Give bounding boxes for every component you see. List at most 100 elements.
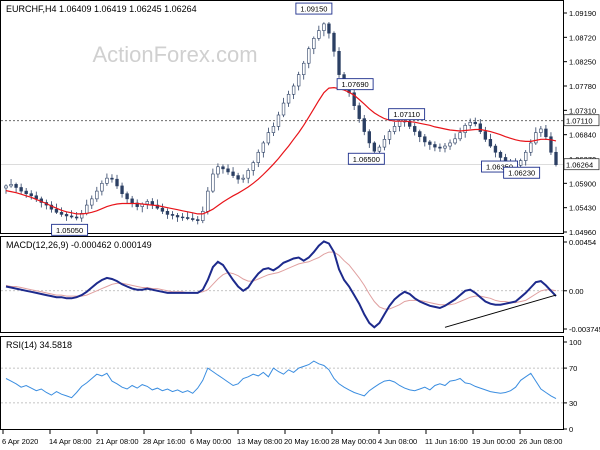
candle-body: [115, 178, 119, 187]
candle-body: [29, 193, 33, 197]
candle-body: [286, 93, 291, 104]
time-x-axis: 6 Apr 2020 14 Apr 08:00 21 Apr 08:00 28 Apr…: [2, 430, 562, 446]
candle-body: [377, 146, 382, 152]
candlestick-series: [4, 21, 558, 225]
x-tick-label: 4 Jun 08:00: [378, 437, 417, 446]
candle-body: [281, 102, 286, 116]
last-price-label: 1.06264: [566, 161, 593, 170]
moving-average-series: [5, 86, 557, 215]
candle-body: [125, 193, 129, 200]
price-y-tick-label: 1.05430: [569, 204, 596, 213]
candle-body: [296, 74, 301, 87]
candle-body: [231, 171, 235, 176]
price-y-tick-label: 1.08250: [569, 58, 596, 67]
price-level-label: 1.06350: [486, 163, 513, 172]
price-level-label: 1.07690: [342, 80, 369, 89]
x-tick-label: 6 Apr 2020: [2, 437, 38, 446]
candle-body: [357, 105, 361, 119]
candle-body: [105, 177, 109, 184]
candle-body: [206, 190, 210, 212]
macd-signal-line: [5, 251, 557, 310]
candle-body: [448, 142, 452, 147]
price-y-tick-label: 1.08720: [569, 33, 596, 42]
candle-body: [332, 32, 336, 52]
candle-body: [69, 215, 74, 218]
price-level-label: 1.06230: [508, 169, 535, 178]
macd-main-line: [5, 240, 557, 329]
candle-body: [59, 212, 64, 215]
candle-body: [468, 121, 472, 126]
candle-body: [473, 121, 477, 125]
rsi-y-tick-label: 70: [569, 364, 577, 373]
x-tick-label: 6 May 00:00: [190, 437, 231, 446]
candle-body: [428, 141, 432, 145]
candle-body: [261, 142, 266, 153]
watermark: ActionForex.com: [92, 42, 257, 67]
price-level-box: [388, 108, 426, 121]
candle-body: [110, 177, 114, 180]
price-level-box: [336, 78, 374, 91]
candle-body: [54, 208, 59, 213]
x-tick-label: 28 Apr 16:00: [143, 437, 186, 446]
candle-body: [488, 139, 493, 147]
candle-body: [145, 201, 149, 205]
candle-body: [352, 92, 356, 106]
candle-body: [130, 198, 134, 204]
price-y-tick-label: 1.05900: [569, 179, 596, 188]
candle-body: [493, 145, 498, 153]
x-tick-label: 13 May 08:00: [237, 437, 282, 446]
price-level-label: 1.05050: [56, 226, 83, 235]
price-panel-frame: [0, 0, 564, 234]
candle-body: [524, 151, 528, 161]
candle-body: [196, 219, 200, 221]
price-y-tick-label: 1.06840: [569, 131, 596, 140]
candle-body: [312, 38, 316, 50]
candle-body: [498, 151, 503, 158]
price-level-box: [347, 152, 385, 165]
x-tick-label: 14 Apr 08:00: [49, 437, 92, 446]
x-tick-label: 28 May 00:00: [331, 437, 376, 446]
x-tick-label: 21 Apr 08:00: [96, 437, 139, 446]
candle-body: [483, 131, 488, 140]
candle-body: [221, 166, 225, 170]
macd-panel-frame: [0, 236, 564, 333]
macd-y-tick-label: 0.00454: [569, 238, 596, 247]
candle-body: [534, 132, 538, 144]
candle-body: [327, 23, 331, 34]
candle-body: [90, 198, 94, 206]
reference-line: 1.07110: [1, 114, 600, 166]
price-panel-title: EURCHF,H4 1.06409 1.06419 1.06245 1.0626…: [6, 4, 197, 14]
moving-average-line: [5, 86, 557, 215]
macd-trendline: [444, 294, 557, 328]
candle-body: [9, 184, 13, 187]
price-level-label: 1.07110: [393, 110, 420, 119]
candle-body: [317, 30, 321, 39]
macd-series: [1, 240, 563, 329]
rsi-y-axis: 100 70 30 0: [563, 338, 582, 434]
candle-body: [453, 138, 457, 144]
candle-body: [367, 131, 371, 144]
candle-body: [201, 210, 205, 221]
candle-body: [291, 85, 296, 95]
candle-body: [14, 184, 18, 188]
x-tick-label: 20 May 16:00: [284, 437, 329, 446]
candle-body: [74, 216, 79, 219]
last-price-marker: 1.06264: [563, 158, 600, 171]
candle-body: [236, 175, 240, 180]
candle-body: [519, 160, 523, 166]
candle-body: [458, 132, 462, 140]
candle-body: [266, 132, 271, 144]
price-y-tick-label: 1.07780: [569, 82, 596, 91]
x-tick-label: 19 Jun 00:00: [472, 437, 515, 446]
candle-body: [211, 173, 215, 192]
candle-body: [382, 139, 387, 148]
macd-panel: MACD(12,26,9) -0.000462 0.000149 0.00454…: [0, 236, 600, 334]
candle-body: [554, 151, 558, 165]
candle-body: [216, 166, 220, 175]
price-level-box: [295, 2, 333, 15]
candle-body: [307, 48, 311, 64]
candle-body: [478, 123, 482, 132]
candle-body: [170, 214, 175, 216]
rsi-panel-frame: [0, 336, 564, 430]
